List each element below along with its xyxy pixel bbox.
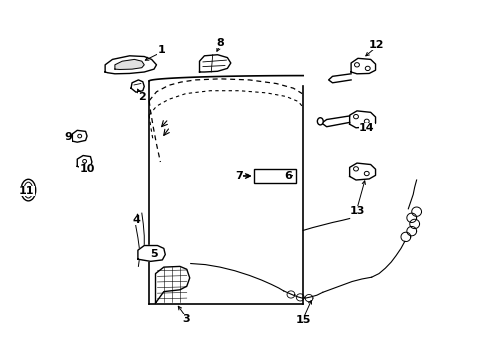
Text: 3: 3 <box>182 314 189 324</box>
Polygon shape <box>72 130 87 142</box>
Polygon shape <box>77 156 92 168</box>
Text: 9: 9 <box>64 132 72 142</box>
Ellipse shape <box>353 114 358 119</box>
Text: 12: 12 <box>368 40 384 50</box>
Text: 1: 1 <box>157 45 165 55</box>
Ellipse shape <box>317 118 323 125</box>
Polygon shape <box>349 111 375 128</box>
Polygon shape <box>155 266 189 303</box>
Ellipse shape <box>21 179 36 201</box>
Text: 14: 14 <box>358 123 374 133</box>
Ellipse shape <box>364 171 368 176</box>
Text: 5: 5 <box>150 249 158 259</box>
Text: 13: 13 <box>348 206 364 216</box>
Ellipse shape <box>353 167 358 171</box>
Polygon shape <box>328 74 350 83</box>
Text: 8: 8 <box>216 38 224 48</box>
Polygon shape <box>321 116 349 127</box>
Text: 10: 10 <box>79 164 95 174</box>
Bar <box>254 169 295 183</box>
Polygon shape <box>105 56 156 74</box>
Polygon shape <box>138 246 165 261</box>
Ellipse shape <box>365 66 369 71</box>
Ellipse shape <box>354 63 359 67</box>
Polygon shape <box>349 163 375 180</box>
Text: 11: 11 <box>19 186 35 196</box>
Polygon shape <box>350 58 375 74</box>
Text: 7: 7 <box>235 171 243 181</box>
Text: 6: 6 <box>284 171 292 181</box>
Polygon shape <box>199 55 230 72</box>
Polygon shape <box>115 59 144 69</box>
Text: 15: 15 <box>295 315 310 325</box>
Text: 2: 2 <box>138 92 145 102</box>
Text: 4: 4 <box>133 215 141 225</box>
Ellipse shape <box>364 119 368 123</box>
Polygon shape <box>131 80 144 92</box>
